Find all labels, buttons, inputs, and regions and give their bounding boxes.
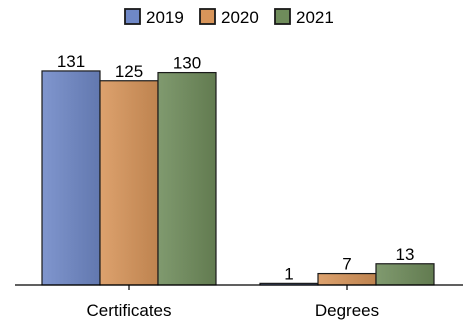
data-label-2021-degrees: 13 <box>396 245 415 264</box>
legend-label-2020: 2020 <box>221 8 259 27</box>
bar-2019-certificates <box>41 70 101 286</box>
data-label-2020-certificates: 125 <box>115 62 143 81</box>
legend-label-2021: 2021 <box>296 8 334 27</box>
bar-2021-degrees <box>375 263 435 286</box>
x-tick-label-degrees: Degrees <box>315 301 379 320</box>
bar-2020-certificates <box>99 80 159 286</box>
bars <box>41 70 435 286</box>
data-labels: 131 125 130 1 7 13 <box>57 52 415 283</box>
legend-swatch-2019 <box>124 8 141 25</box>
x-axis: Certificates Degrees <box>15 284 463 320</box>
data-label-2019-degrees: 1 <box>284 264 293 283</box>
data-label-2020-degrees: 7 <box>342 255 351 274</box>
x-tick-label-certificates: Certificates <box>86 301 171 320</box>
legend-label-2019: 2019 <box>146 8 184 27</box>
legend: 2019 2020 2021 <box>124 8 334 27</box>
data-label-2019-certificates: 131 <box>57 52 85 71</box>
bar-2020-degrees <box>317 272 377 286</box>
data-label-2021-certificates: 130 <box>173 54 201 73</box>
bar-2021-certificates <box>157 71 217 286</box>
legend-swatch-2021 <box>274 8 291 25</box>
legend-swatch-2020 <box>199 8 216 25</box>
